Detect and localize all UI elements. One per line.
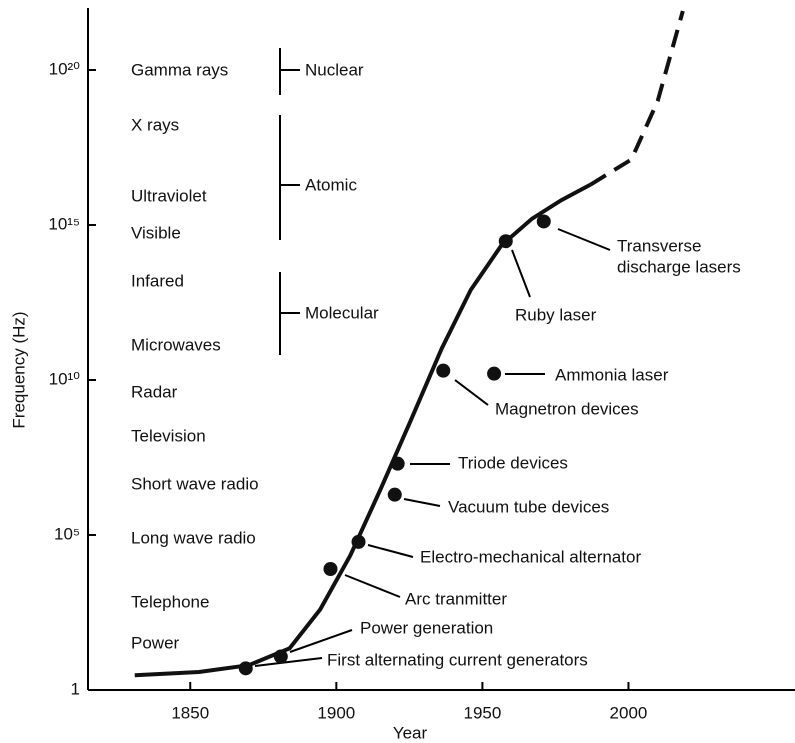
y-tick-label: 1 <box>71 679 80 698</box>
point-label: Ammonia laser <box>555 365 669 384</box>
leader-line <box>344 574 401 598</box>
y-tick-label: 10¹⁵ <box>48 214 80 233</box>
point-label: Transverse <box>617 236 701 255</box>
band-label: X rays <box>131 115 179 134</box>
leader-line <box>511 249 531 298</box>
point-label: Magnetron devices <box>495 399 639 418</box>
trend-curve <box>134 182 592 678</box>
band-label: Visible <box>131 223 181 242</box>
y-axis-label: Frequency (Hz) <box>9 311 28 428</box>
leader-line <box>367 544 414 558</box>
leader-line <box>403 498 441 507</box>
group-label: Nuclear <box>305 60 364 79</box>
point-label: discharge lasers <box>617 257 741 276</box>
data-point <box>273 649 288 664</box>
leader-line <box>557 228 611 251</box>
band-label: Television <box>131 426 206 445</box>
band-label: Long wave radio <box>131 528 256 547</box>
group-label: Molecular <box>305 303 379 322</box>
point-label: Arc tranmitter <box>405 589 507 608</box>
band-label: Short wave radio <box>131 474 259 493</box>
band-label: Gamma rays <box>131 60 228 79</box>
point-label: Ruby laser <box>515 305 597 324</box>
data-point <box>536 214 551 229</box>
band-label: Telephone <box>131 592 209 611</box>
data-point <box>436 363 451 378</box>
y-tick-label: 10⁵ <box>54 524 80 543</box>
data-point <box>487 366 502 381</box>
data-point <box>387 487 402 502</box>
point-label: First alternating current generators <box>327 650 588 669</box>
data-point <box>351 534 366 549</box>
band-label: Microwaves <box>131 335 221 354</box>
point-label: Power generation <box>360 618 493 637</box>
point-label: Vacuum tube devices <box>448 497 609 516</box>
data-point <box>390 456 405 471</box>
data-point <box>323 562 338 577</box>
band-label: Infared <box>131 271 184 290</box>
point-label: Electro-mechanical alternator <box>420 547 641 566</box>
band-label: Radar <box>131 382 178 401</box>
x-tick-label: 1900 <box>317 703 355 722</box>
leader-line <box>254 657 323 667</box>
band-label: Ultraviolet <box>131 186 207 205</box>
group-label: Atomic <box>305 175 357 194</box>
x-tick-label: 2000 <box>610 703 648 722</box>
y-tick-label: 10²⁰ <box>49 59 81 78</box>
leader-line <box>289 629 353 653</box>
point-label: Triode devices <box>458 453 568 472</box>
trend-curve-projection <box>589 10 685 187</box>
y-tick-label: 10¹⁰ <box>49 369 81 388</box>
x-axis-label: Year <box>393 723 428 742</box>
data-point <box>498 234 513 249</box>
data-point <box>238 661 253 676</box>
x-tick-label: 1950 <box>463 703 501 722</box>
leader-line <box>454 379 489 406</box>
band-label: Power <box>131 633 180 652</box>
x-tick-label: 1850 <box>171 703 209 722</box>
